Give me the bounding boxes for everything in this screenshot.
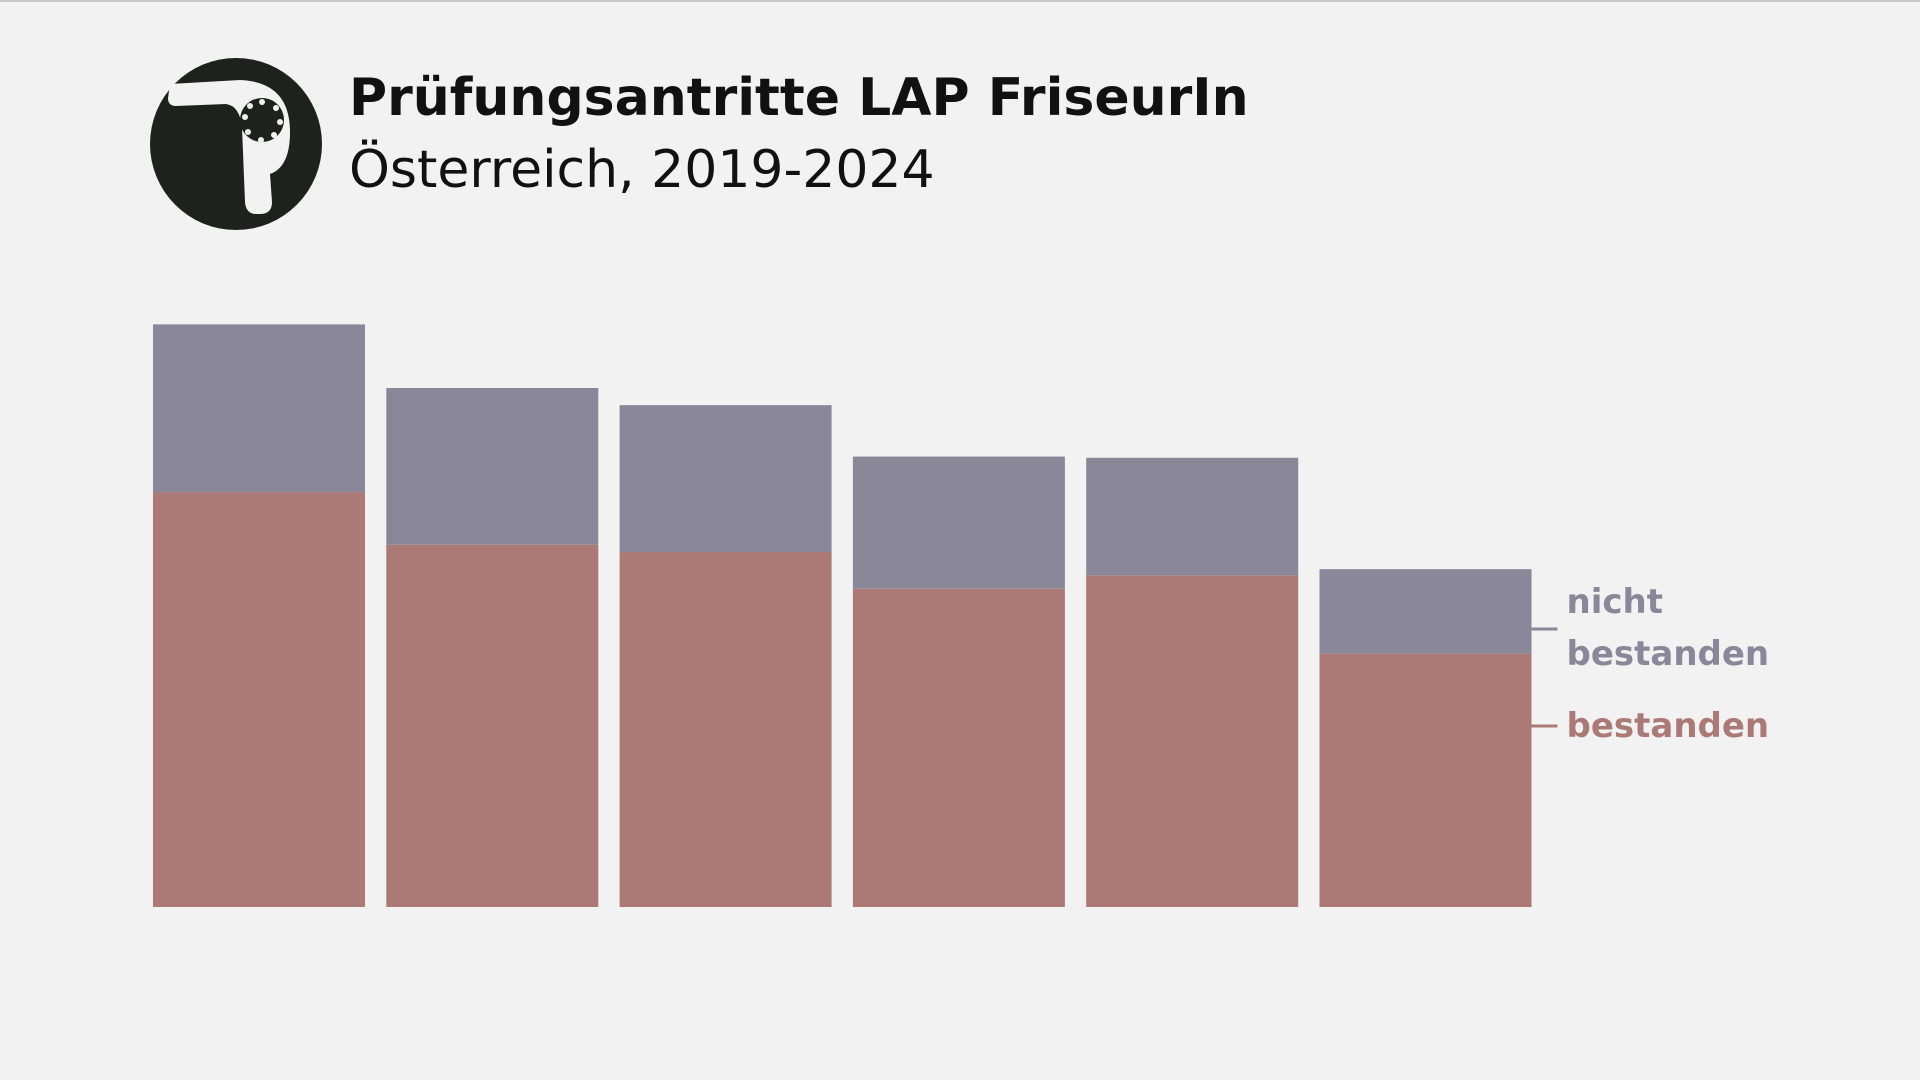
chart-title: Prüfungsantritte LAP FriseurIn xyxy=(349,68,1249,128)
bar-segment xyxy=(619,552,832,907)
chart-subtitle: Österreich, 2019-2024 xyxy=(349,140,935,200)
legend-label: bestanden xyxy=(1566,706,1770,746)
bar-segment xyxy=(1086,457,1299,576)
bar-segment xyxy=(153,492,365,907)
legend-label: nicht bestanden xyxy=(1566,582,1770,674)
bar-segment xyxy=(1319,569,1532,654)
bar-segment xyxy=(1086,575,1299,907)
bar-segment xyxy=(153,324,365,493)
bar-segment xyxy=(1319,653,1532,907)
bar-segment xyxy=(619,405,832,553)
bar-segment xyxy=(852,456,1065,589)
bar-segment xyxy=(386,388,599,545)
bar-segment xyxy=(852,588,1065,907)
hairdryer-icon xyxy=(150,58,322,230)
bar-segment xyxy=(386,544,599,907)
